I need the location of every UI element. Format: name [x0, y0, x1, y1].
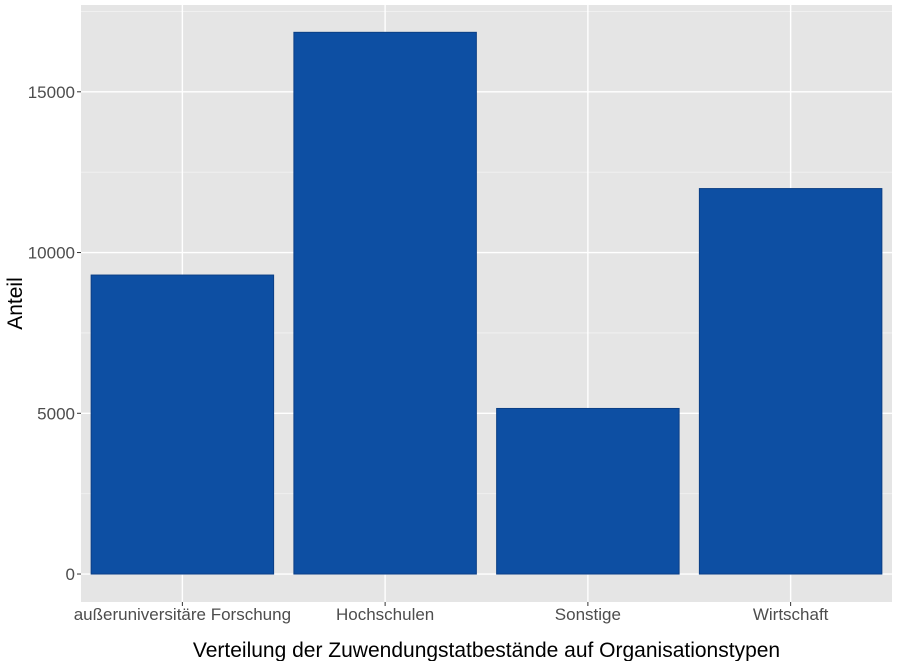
y-tick-label: 10000 [28, 244, 75, 263]
bar [293, 31, 477, 575]
bars-group [90, 31, 883, 575]
x-axis: außeruniversitäre Forschung Hochschulen So… [74, 602, 829, 624]
x-tick-label: außeruniversitäre Forschung [74, 605, 291, 624]
bar [698, 188, 883, 575]
x-axis-title: Verteilung der Zuwendungstatbestände auf… [193, 639, 780, 661]
x-tick-label: Hochschulen [336, 605, 434, 624]
x-tick-label: Wirtschaft [753, 605, 829, 624]
x-tick-label: Sonstige [555, 605, 621, 624]
y-axis-title: Anteil [4, 277, 27, 330]
bar [496, 407, 680, 575]
y-tick-label: 0 [66, 565, 75, 584]
y-tick-label: 5000 [37, 404, 75, 423]
y-axis: 0 5000 10000 15000 [28, 83, 81, 584]
y-tick-label: 15000 [28, 83, 75, 102]
bar [90, 274, 275, 575]
